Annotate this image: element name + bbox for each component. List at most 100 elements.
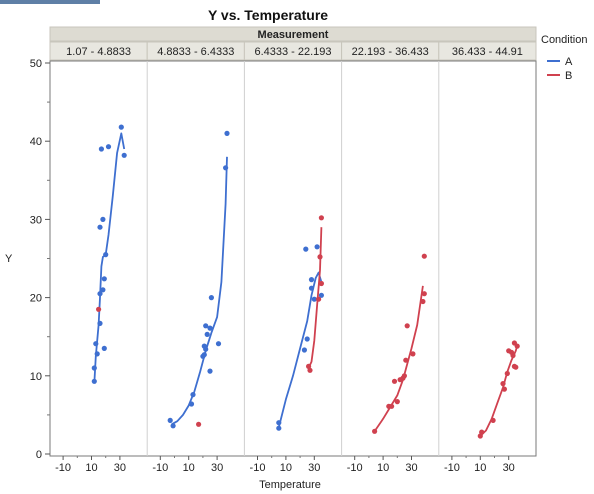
data-point-b <box>389 403 395 409</box>
data-point-b <box>501 386 507 392</box>
data-point-a <box>91 378 97 384</box>
data-point-a <box>101 276 107 282</box>
group-header-title: Measurement <box>258 29 329 41</box>
data-point-a <box>91 365 97 371</box>
data-point-a <box>308 277 315 283</box>
x-tick-label: -10 <box>250 462 266 474</box>
data-point-a <box>223 165 229 171</box>
panel-4: 22.193 - 36.433 <box>341 41 440 456</box>
data-point-b <box>421 253 427 259</box>
x-tick-label: 10 <box>183 462 195 474</box>
data-point-b <box>404 323 410 329</box>
data-point-a <box>103 252 109 258</box>
panel-label: 36.433 - 44.91 <box>452 46 523 58</box>
y-tick-label: 30 <box>30 214 42 226</box>
data-point-a <box>215 341 222 347</box>
plot-frame <box>49 60 537 457</box>
data-point-b <box>394 399 400 405</box>
y-tick-label: 10 <box>30 371 42 383</box>
y-tick-label: 50 <box>30 58 42 70</box>
data-point-a <box>201 352 207 358</box>
panel-label: 6.4333 - 22.193 <box>254 46 331 58</box>
panels-layer: 1.07 - 4.8833 4.8833 - 6.4333 6.4333 - 22.… <box>49 41 537 456</box>
x-tick-label: -10 <box>55 462 71 474</box>
data-point-b <box>420 298 426 305</box>
panel-1: 1.07 - 4.8833 <box>49 41 148 384</box>
data-point-a <box>190 392 196 398</box>
data-point-b <box>513 364 519 370</box>
data-point-a <box>101 345 107 351</box>
legend-title: Condition <box>541 34 587 46</box>
data-point-b <box>391 378 398 384</box>
x-tick-label: 10 <box>377 462 389 474</box>
y-tick-label: 0 <box>36 449 42 461</box>
data-point-a <box>304 336 310 342</box>
data-point-a <box>204 331 210 337</box>
x-tick-label: 30 <box>114 462 126 474</box>
y-tick-label: 20 <box>30 293 42 305</box>
data-point-a <box>97 224 103 230</box>
data-point-b <box>477 433 483 439</box>
x-axis-title: Temperature <box>259 479 321 491</box>
legend-label-a: A <box>565 56 573 68</box>
data-point-a <box>94 351 100 357</box>
data-point-a <box>203 323 209 329</box>
data-point-a <box>93 341 99 347</box>
data-point-a <box>98 146 104 152</box>
data-point-b <box>318 215 324 221</box>
data-point-a <box>208 295 214 301</box>
data-point-a <box>207 368 213 374</box>
legend: Condition AB <box>541 34 587 82</box>
panel-label: 22.193 - 36.433 <box>352 46 429 58</box>
data-point-b <box>504 370 510 377</box>
panel-2: 4.8833 - 6.4333 <box>146 41 245 456</box>
panel-label-bg <box>438 41 537 61</box>
data-point-a <box>314 244 320 250</box>
y-tick-label: 40 <box>30 136 42 148</box>
data-point-b <box>514 343 520 349</box>
data-point-b <box>307 367 313 373</box>
x-tick-label: 10 <box>85 462 97 474</box>
y-axis: 0 10 20 30 40 50 <box>30 58 50 461</box>
fit-line-b <box>307 227 323 369</box>
data-point-a <box>301 347 307 353</box>
data-point-a <box>318 292 324 298</box>
x-tick-label: 30 <box>503 462 515 474</box>
data-point-b <box>96 306 102 312</box>
x-tick-label: -10 <box>152 462 168 474</box>
fit-line-a <box>277 271 323 428</box>
data-point-a <box>167 417 173 423</box>
data-point-a <box>276 425 282 431</box>
data-point-b <box>421 291 427 297</box>
chart-title: Y vs. Temperature <box>208 7 328 23</box>
data-point-b <box>317 254 323 260</box>
data-point-a <box>118 124 124 130</box>
data-point-b <box>316 296 322 302</box>
group-header-band <box>49 26 537 42</box>
data-point-a <box>100 287 106 293</box>
data-point-a <box>311 296 317 302</box>
data-point-a <box>121 152 127 158</box>
data-point-a <box>207 325 213 331</box>
data-point-a <box>105 144 112 150</box>
panel-5: 36.433 - 44.91 <box>438 41 537 456</box>
fit-line-a <box>171 156 228 426</box>
data-point-a <box>97 291 103 297</box>
data-point-b <box>196 421 202 427</box>
data-point-a <box>100 216 106 222</box>
data-point-b <box>508 349 515 355</box>
data-point-b <box>318 280 324 287</box>
data-point-b <box>306 363 312 369</box>
x-tick-label: 30 <box>405 462 417 474</box>
y-axis-title: Y <box>5 253 13 265</box>
panel-label: 4.8833 - 6.4333 <box>157 46 234 58</box>
data-point-a <box>170 423 176 429</box>
data-point-a <box>203 346 209 352</box>
data-point-a <box>224 130 230 136</box>
data-point-b <box>500 381 506 387</box>
data-point-b <box>490 417 496 423</box>
data-point-a <box>188 401 195 407</box>
panel-label: 1.07 - 4.8833 <box>66 46 131 58</box>
x-tick-label: -10 <box>444 462 460 474</box>
